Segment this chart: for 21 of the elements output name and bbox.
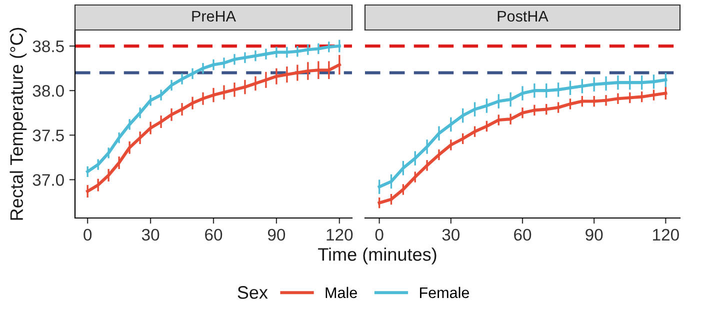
x-tick-label: 60 <box>205 228 222 241</box>
legend-title: Sex <box>238 286 268 299</box>
x-tick-label: 120 <box>326 228 353 241</box>
x-tick-label: 30 <box>142 228 160 241</box>
chart-title: PreHA <box>192 10 236 22</box>
x-tick-label: 120 <box>653 228 679 241</box>
y-tick-label: 38.5 <box>32 40 64 52</box>
legend-label: Male <box>326 286 357 298</box>
x-tick-label: 90 <box>586 228 603 241</box>
y-tick-label: 37.5 <box>32 130 64 142</box>
x-axis-title: Time (minutes) <box>318 248 436 264</box>
x-tick-label: 0 <box>84 228 92 241</box>
legend-label: Female <box>420 286 470 298</box>
y-tick-label: 38.0 <box>32 84 64 97</box>
x-tick-label: 30 <box>442 228 460 241</box>
chart-title: PostHA <box>498 10 548 22</box>
y-tick-label: 37.0 <box>32 174 64 186</box>
x-tick-label: 90 <box>268 228 286 241</box>
x-tick-label: 0 <box>375 228 384 241</box>
x-tick-label: 60 <box>514 228 532 241</box>
y-axis-title: Rectal Temperature (°C) <box>10 28 27 220</box>
